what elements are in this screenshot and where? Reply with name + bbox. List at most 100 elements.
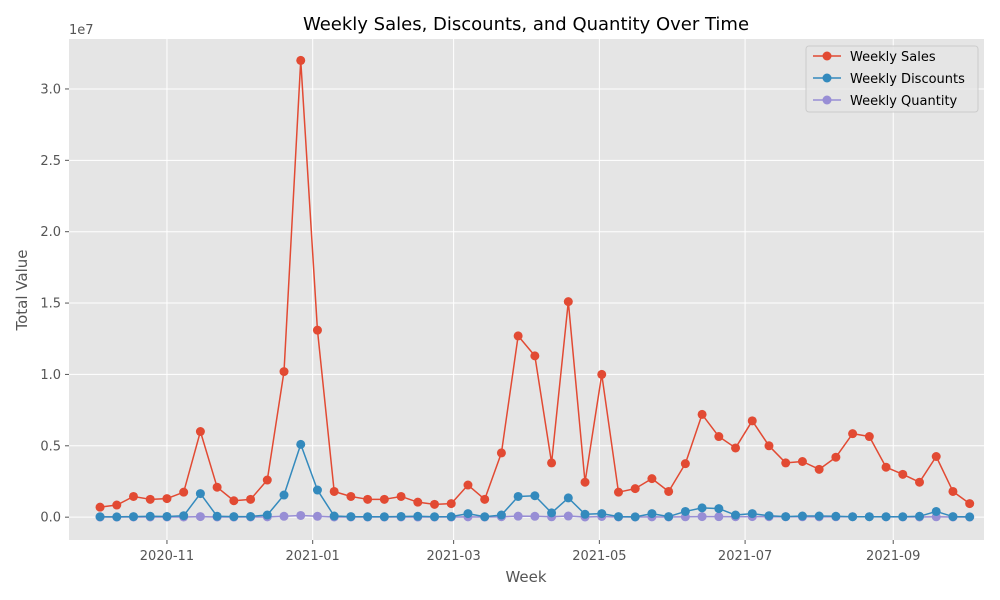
data-point-weekly-discounts (613, 512, 623, 522)
data-point-weekly-sales (296, 55, 306, 65)
data-point-weekly-discounts (246, 511, 256, 521)
data-point-weekly-sales (379, 494, 389, 504)
data-point-weekly-sales (513, 331, 523, 341)
x-tick-label: 2021-01 (286, 549, 340, 564)
data-point-weekly-discounts (363, 512, 373, 522)
data-point-weekly-sales (864, 432, 874, 442)
data-point-weekly-sales (162, 494, 172, 504)
data-point-weekly-discounts (346, 512, 356, 522)
data-point-weekly-sales (413, 497, 423, 507)
data-point-weekly-quantity (195, 512, 205, 522)
x-tick-label: 2021-03 (426, 549, 480, 564)
legend-box (805, 45, 979, 113)
grid-lines (69, 39, 984, 540)
data-point-weekly-discounts (229, 512, 239, 522)
y-tick-label: 3.0 (40, 82, 61, 97)
data-point-weekly-sales (480, 494, 490, 504)
data-point-weekly-discounts (580, 509, 590, 519)
data-point-weekly-sales (229, 496, 239, 506)
legend-label-weekly-quantity: Weekly Quantity (850, 94, 958, 109)
y-axis-offset-label: 1e7 (69, 23, 94, 38)
legend-marker-weekly-quantity (822, 95, 832, 105)
series-layer (95, 55, 975, 522)
y-tick-label: 0.5 (40, 439, 61, 454)
data-point-weekly-sales (965, 499, 975, 509)
data-point-weekly-discounts (965, 512, 975, 522)
data-point-weekly-sales (797, 457, 807, 466)
data-point-weekly-discounts (647, 509, 657, 519)
data-point-weekly-discounts (948, 512, 958, 522)
data-point-weekly-discounts (279, 490, 289, 500)
data-point-weekly-discounts (831, 511, 841, 521)
data-point-weekly-sales (831, 452, 841, 462)
data-point-weekly-discounts (931, 506, 941, 516)
data-point-weekly-sales (680, 459, 690, 469)
data-point-weekly-discounts (162, 511, 172, 521)
y-tick-label: 1.5 (40, 297, 61, 312)
data-point-weekly-discounts (697, 503, 707, 513)
data-point-weekly-discounts (781, 512, 791, 522)
x-axis-label: Week (505, 568, 546, 586)
data-point-weekly-sales (312, 325, 322, 335)
x-tick-label: 2021-07 (718, 549, 772, 564)
data-point-weekly-sales (747, 416, 757, 426)
data-point-weekly-sales (463, 480, 473, 490)
data-point-weekly-quantity (513, 511, 523, 521)
data-point-weekly-sales (95, 502, 105, 512)
data-point-weekly-discounts (898, 512, 908, 522)
data-point-weekly-discounts (95, 512, 105, 522)
data-point-weekly-discounts (597, 509, 607, 519)
data-point-weekly-quantity (530, 511, 540, 521)
data-point-weekly-quantity (296, 510, 306, 520)
data-point-weekly-sales (848, 429, 858, 439)
data-point-weekly-quantity (279, 511, 289, 521)
data-point-weekly-discounts (814, 511, 824, 521)
data-point-weekly-sales (714, 432, 724, 442)
data-point-weekly-discounts (915, 511, 924, 521)
x-axis-ticks: 2020-11 2021-01 2021-03 2021-05 2021-07 2021-… (140, 540, 920, 564)
data-point-weekly-sales (597, 369, 607, 379)
data-point-weekly-sales (279, 367, 289, 377)
data-point-weekly-sales (112, 500, 122, 510)
data-point-weekly-quantity (563, 511, 573, 521)
data-point-weekly-discounts (296, 439, 306, 449)
data-point-weekly-discounts (262, 510, 272, 520)
data-point-weekly-sales (145, 494, 155, 504)
x-tick-label: 2021-09 (866, 549, 920, 564)
data-point-weekly-sales (547, 458, 557, 468)
data-point-weekly-sales (396, 491, 406, 501)
data-point-weekly-discounts (463, 509, 473, 519)
data-point-weekly-sales (647, 474, 657, 484)
data-point-weekly-sales (262, 475, 272, 485)
data-point-weekly-discounts (530, 491, 540, 501)
data-point-weekly-discounts (145, 511, 155, 521)
data-point-weekly-discounts (547, 508, 557, 518)
data-point-weekly-discounts (731, 510, 741, 520)
data-point-weekly-discounts (864, 512, 874, 522)
data-point-weekly-sales (530, 351, 540, 361)
data-point-weekly-discounts (329, 511, 339, 521)
data-point-weekly-sales (731, 443, 741, 453)
data-point-weekly-sales (195, 427, 205, 437)
chart-title: Weekly Sales, Discounts, and Quantity Ov… (303, 14, 749, 35)
data-point-weekly-sales (948, 486, 958, 496)
data-point-weekly-sales (346, 491, 356, 501)
data-point-weekly-sales (246, 494, 256, 504)
data-point-weekly-discounts (195, 489, 205, 499)
plot-background (69, 39, 984, 540)
data-point-weekly-discounts (446, 512, 456, 522)
data-point-weekly-sales (179, 487, 189, 497)
data-point-weekly-discounts (881, 512, 891, 522)
data-point-weekly-discounts (848, 512, 858, 522)
legend-marker-weekly-discounts (822, 73, 832, 83)
data-point-weekly-discounts (680, 506, 690, 516)
legend-label-weekly-sales: Weekly Sales (850, 50, 936, 65)
legend-label-weekly-discounts: Weekly Discounts (850, 72, 965, 87)
y-tick-label: 2.5 (40, 154, 61, 169)
data-point-weekly-discounts (714, 504, 724, 514)
data-point-weekly-discounts (379, 512, 389, 522)
y-tick-label: 1.0 (40, 368, 61, 383)
data-point-weekly-discounts (797, 511, 807, 521)
x-tick-label: 2021-05 (572, 549, 626, 564)
